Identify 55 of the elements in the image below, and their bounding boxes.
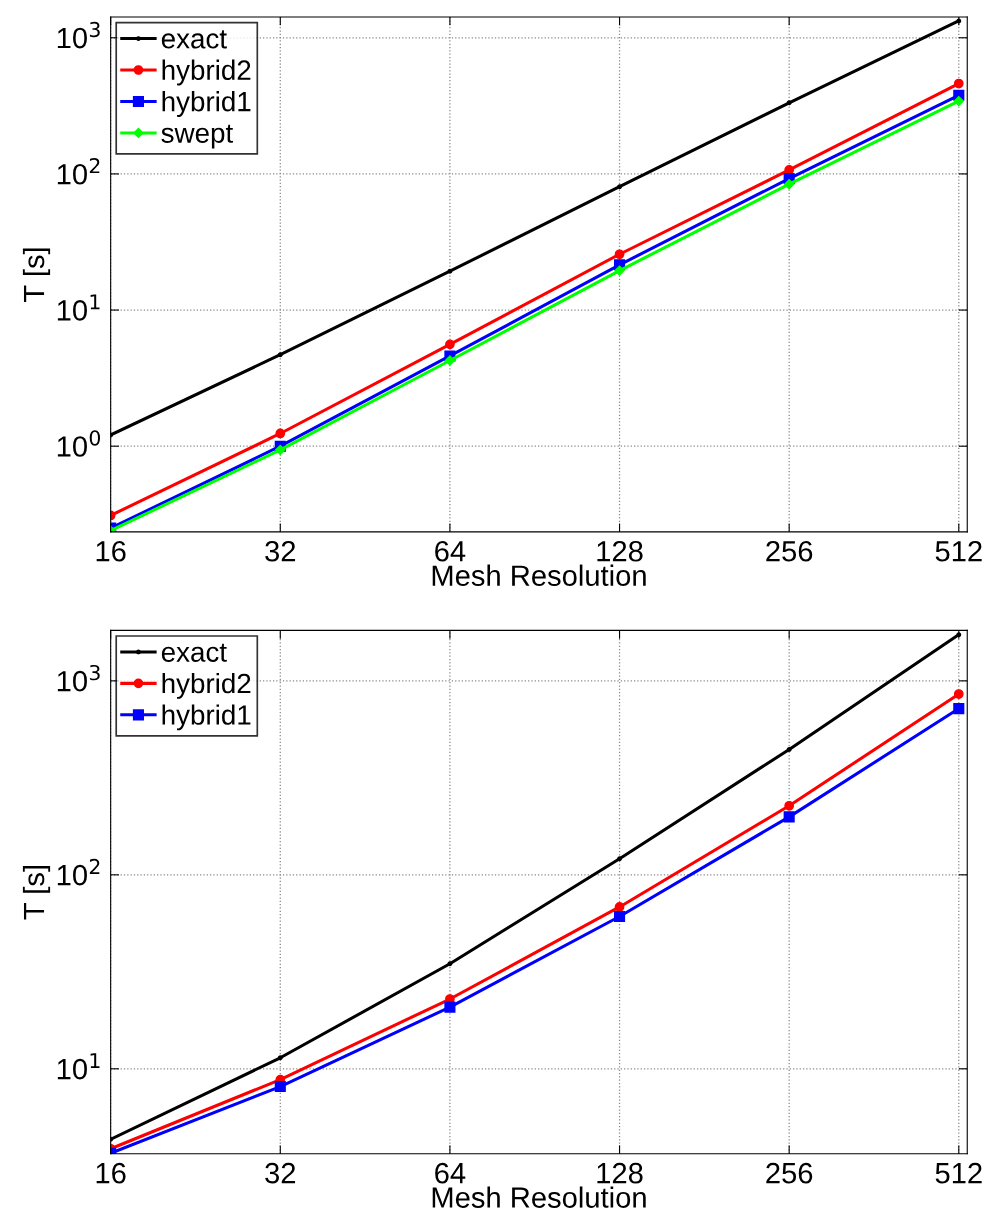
point <box>275 428 286 439</box>
y-axis-title: T [s] <box>22 248 51 302</box>
point <box>614 249 625 260</box>
x-tick-label: 64 <box>435 540 466 562</box>
x-axis-title: Mesh Resolution <box>432 564 646 586</box>
x-tick-label: 16 <box>96 540 126 562</box>
legend-label: hybrid1 <box>162 704 251 731</box>
y-tick-label: 10$^{3}$ <box>57 21 100 49</box>
point <box>614 265 625 276</box>
point <box>613 910 626 923</box>
point <box>444 1001 456 1013</box>
point <box>953 95 964 107</box>
y-tick-label: 10$^{1}$ <box>57 294 100 321</box>
x-tick-label: 512 <box>935 1162 982 1184</box>
point <box>784 800 795 811</box>
point <box>445 339 455 350</box>
point <box>953 78 964 89</box>
x-tick-label: 256 <box>766 540 813 562</box>
point <box>275 444 286 455</box>
x-tick-label: 128 <box>597 540 643 562</box>
point <box>277 352 283 358</box>
y-tick-label: 10$^{0}$ <box>57 430 101 457</box>
point <box>447 268 453 274</box>
y-tick-label: 10$^{1}$ <box>57 1053 100 1080</box>
legend-label: swept <box>161 124 234 149</box>
x-tick-label: 256 <box>766 1162 813 1184</box>
legend-label: hybrid2 <box>162 672 251 699</box>
x-axis-title: Mesh Resolution <box>432 1186 646 1208</box>
point <box>953 703 965 715</box>
x-tick-label: 512 <box>935 540 982 562</box>
point <box>277 1055 283 1061</box>
y-tick-label: 10$^{2}$ <box>57 858 100 886</box>
point <box>784 179 795 190</box>
point <box>447 961 453 967</box>
x-tick-label: 32 <box>265 1162 296 1184</box>
x-tick-label: 128 <box>597 1162 643 1184</box>
legend-label: hybrid2 <box>162 59 251 86</box>
point <box>444 355 456 366</box>
y-tick-label: 10$^{3}$ <box>57 664 100 692</box>
legend-label: exact <box>161 643 227 662</box>
point <box>274 1081 286 1093</box>
x-tick-label: 64 <box>435 1162 466 1184</box>
point <box>614 902 625 912</box>
point <box>786 100 792 106</box>
point <box>786 747 792 752</box>
x-tick-label: 32 <box>265 540 296 562</box>
x-tick-label: 16 <box>96 1162 126 1184</box>
y-tick-label: 10$^{2}$ <box>57 157 100 185</box>
point <box>783 811 795 823</box>
point <box>617 856 622 862</box>
point <box>953 689 964 699</box>
point <box>617 184 622 190</box>
legend-label: hybrid1 <box>162 91 251 117</box>
legend-label: exact <box>161 30 227 49</box>
y-axis-title: T [s] <box>22 866 51 920</box>
